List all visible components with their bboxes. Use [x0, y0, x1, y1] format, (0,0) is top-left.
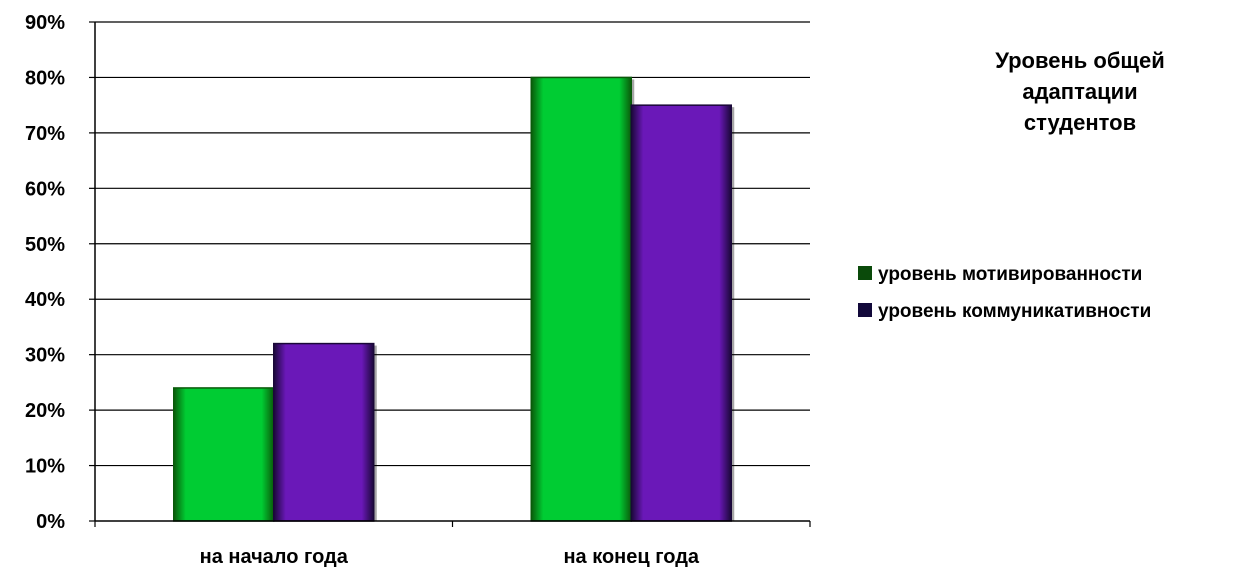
y-tick-label: 10%: [25, 456, 65, 478]
legend: уровень мотивированности уровень коммуник…: [858, 264, 1151, 322]
bars: на начало года на конец года: [173, 76, 735, 568]
legend-swatch: [858, 303, 872, 317]
chart-title: Уровень общей адаптации студентов: [995, 48, 1164, 135]
legend-label: уровень коммуникативности: [878, 301, 1151, 322]
bar-motivation-0: [173, 387, 275, 522]
y-tick-label: 80%: [25, 67, 65, 89]
legend-swatch: [858, 266, 872, 280]
bar-communication-0: [273, 342, 375, 522]
chart-title-line: адаптации: [1022, 79, 1137, 104]
y-tick-label: 0%: [36, 511, 65, 533]
chart-title-line: студентов: [1024, 110, 1136, 135]
legend-label: уровень мотивированности: [878, 264, 1142, 285]
x-category-label: на конец года: [563, 546, 699, 567]
bar-motivation-1: [530, 76, 632, 522]
axes: [94, 22, 811, 527]
y-tick-label: 60%: [25, 178, 65, 200]
x-category-label: на начало года: [200, 546, 349, 567]
y-tick-label: 90%: [25, 12, 65, 34]
y-tick-label: 70%: [25, 123, 65, 145]
chart-title-line: Уровень общей: [995, 48, 1164, 73]
y-tick-label: 30%: [25, 345, 65, 367]
bar-communication-1: [630, 104, 732, 522]
y-tick-label: 50%: [25, 234, 65, 256]
y-tick-label: 20%: [25, 400, 65, 422]
y-tick-label: 40%: [25, 289, 65, 311]
